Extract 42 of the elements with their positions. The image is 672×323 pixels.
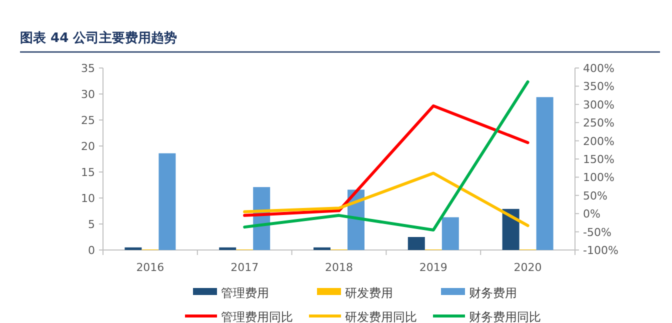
bar xyxy=(124,247,142,250)
bar xyxy=(442,217,459,250)
legend-label: 管理费用同比 xyxy=(221,310,293,323)
legend-label: 财务费用同比 xyxy=(469,310,541,323)
y2-tick-label: 100% xyxy=(583,171,614,184)
y2-tick-label: -100% xyxy=(583,244,618,257)
y-tick-label: 15 xyxy=(81,166,95,179)
bar xyxy=(536,97,554,250)
y2-tick-label: 50% xyxy=(583,189,608,202)
x-tick-label: 2017 xyxy=(230,261,259,274)
line-series xyxy=(243,80,530,232)
y2-tick-label: 200% xyxy=(583,134,614,148)
legend-label: 研发费用同比 xyxy=(345,310,417,323)
line-series xyxy=(243,104,530,217)
legend-label: 财务费用 xyxy=(469,286,517,300)
line-series xyxy=(243,172,530,228)
x-tick-label: 2018 xyxy=(325,261,353,274)
x-tick-label: 2019 xyxy=(419,261,448,274)
y2-tick-label: 250% xyxy=(583,116,614,130)
y2-tick-label: -50% xyxy=(583,226,612,239)
legend-label: 研发费用 xyxy=(345,286,393,300)
y-tick-label: 20 xyxy=(81,140,95,153)
bar xyxy=(408,237,425,250)
y-tick-label: 5 xyxy=(88,218,95,231)
bar xyxy=(219,247,236,250)
title: 图表 44 公司主要费用趋势 xyxy=(20,31,178,46)
y-tick-label: 35 xyxy=(81,62,95,75)
bar xyxy=(502,208,520,250)
y-tick-label: 25 xyxy=(81,114,95,127)
y-tick-label: 10 xyxy=(81,192,95,205)
bar xyxy=(314,247,330,250)
x-tick-label: 2020 xyxy=(514,261,542,274)
y2-tick-label: 0% xyxy=(583,208,600,221)
y2-tick-label: 300% xyxy=(583,98,614,112)
x-tick-label: 2016 xyxy=(136,261,164,274)
legend-label: 管理费用 xyxy=(221,286,269,300)
y2-tick-label: 400% xyxy=(583,62,614,75)
bar xyxy=(158,153,176,250)
y-tick-label: 30 xyxy=(81,88,95,101)
y2-tick-label: 350% xyxy=(583,80,614,94)
y2-tick-label: 150% xyxy=(583,153,614,166)
y-tick-label: 0 xyxy=(88,244,95,257)
